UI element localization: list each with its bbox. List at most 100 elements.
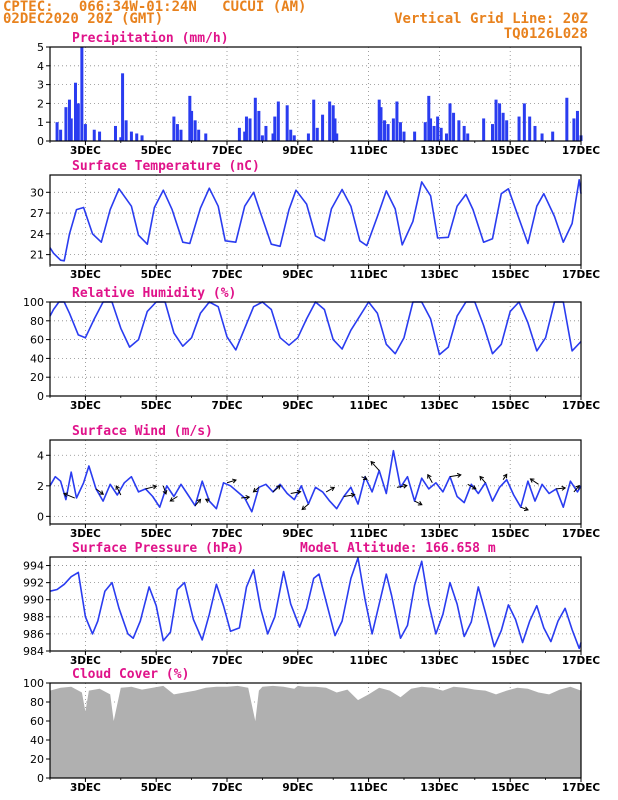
precip-bar [197,129,201,141]
precip-bar [80,47,84,141]
wind-vector [63,493,75,499]
wind-vector-head [99,490,104,495]
x-tick-label: 5DEC [141,145,172,157]
precip-bar [306,133,310,141]
precip-bar [140,135,144,141]
x-tick-label: 9DEC [282,269,313,281]
x-tick-label: 5DEC [141,269,172,281]
x-tick-label: 17DEC [562,528,601,540]
y-tick-label: 40 [30,352,44,365]
precip-bar [273,116,277,141]
y-tick-label: 992 [23,577,44,590]
y-tick-label: 27 [30,207,44,220]
precip-bar [172,116,176,141]
x-tick-label: 5DEC [141,528,172,540]
x-tick-label: 9DEC [282,145,313,157]
precip-bar [237,127,241,141]
y-tick-label: 60 [30,715,44,728]
precip-bar [439,127,443,141]
wind-frame [49,439,582,525]
precip-bar [432,125,436,141]
wind-title: Surface Wind (m/s) [72,424,213,439]
precip-bar [292,135,296,141]
wind-vector [427,474,433,484]
precip-bar [135,133,139,141]
wind-vector-head [232,478,237,484]
x-tick-label: 9DEC [282,782,313,794]
temp-frame [49,174,582,266]
y-tick-label: 24 [30,228,44,241]
precip-bar [386,124,390,141]
wind-vector-head [252,487,258,493]
cloud-panel: Cloud Cover (%) 0 20 40 60 80 100 3DEC 5DEC 7DEC 9… [23,667,600,794]
wind-vector-head [479,475,484,481]
precip-bar [448,103,452,141]
x-tick-label: 3DEC [70,528,101,540]
rh-frame [49,301,582,397]
precip-bar [491,124,494,141]
y-tick-label: 21 [30,249,44,262]
y-tick-label: 80 [30,696,44,709]
precip-bar [193,120,197,141]
wind-vector-head [370,460,376,466]
x-tick-label: 3DEC [70,782,101,794]
x-tick-label: 9DEC [282,528,313,540]
y-tick-label: 100 [23,677,44,690]
wind-vector [272,485,281,493]
y-tick-label: 40 [30,734,44,747]
wind-vector [145,485,157,490]
precip-bar [113,125,117,141]
x-tick-label: 5DEC [141,655,172,667]
wind-vector-head [471,485,477,490]
wind-vector-head [456,472,462,478]
precip-bar [260,135,264,141]
pressure-line [49,557,582,650]
wind-vector-head [301,505,307,511]
precip-bar [501,112,505,141]
y-tick-label: 20 [30,753,44,766]
wind-vector [556,487,566,490]
x-tick-label: 5DEC [141,782,172,794]
x-tick-label: 13DEC [420,145,459,157]
pressure-frame [49,556,582,652]
precip-bar [83,124,87,141]
y-tick-label: 988 [23,611,44,624]
precip-bar [257,110,261,141]
precip-bar [188,95,192,141]
y-tick-label: 4 [37,60,44,73]
wind-vector-head [417,501,423,506]
x-tick-label: 3DEC [70,655,101,667]
wind-vector [573,485,580,493]
x-tick-label: 7DEC [212,655,243,667]
wind-vector [361,476,368,480]
pressure-annotation: Model Altitude: 166.658 m [300,541,496,556]
wind-vector [520,506,529,511]
precip-bar [565,97,569,141]
wind-vector [325,486,335,493]
wind-vector-head [427,473,432,479]
precip-bar [457,120,461,141]
precip-bar [395,101,399,141]
precip-bar [276,101,280,141]
x-tick-label: 13DEC [420,655,459,667]
precip-bar [271,133,275,141]
wind-vector-head [529,478,535,483]
wind-vector-head [561,485,567,491]
wind-vector [396,485,407,488]
wind-vector-head [162,489,168,495]
x-tick-label: 7DEC [212,145,243,157]
wind-vector [169,496,178,502]
y-tick-label: 60 [30,334,44,347]
date-header: 02DEC2020 20Z (GMT) [3,11,164,27]
x-tick-label: 15DEC [491,528,530,540]
precip-bar [285,105,289,141]
wind-vector-head [196,498,202,504]
precip-bar [92,129,96,141]
wind-vector-head [152,484,158,490]
x-tick-label: 15DEC [491,655,530,667]
x-tick-label: 13DEC [420,782,459,794]
wind-vector-head [63,492,69,498]
x-tick-label: 9DEC [282,655,313,667]
precip-bar [124,120,128,141]
wind-vector [414,500,423,506]
